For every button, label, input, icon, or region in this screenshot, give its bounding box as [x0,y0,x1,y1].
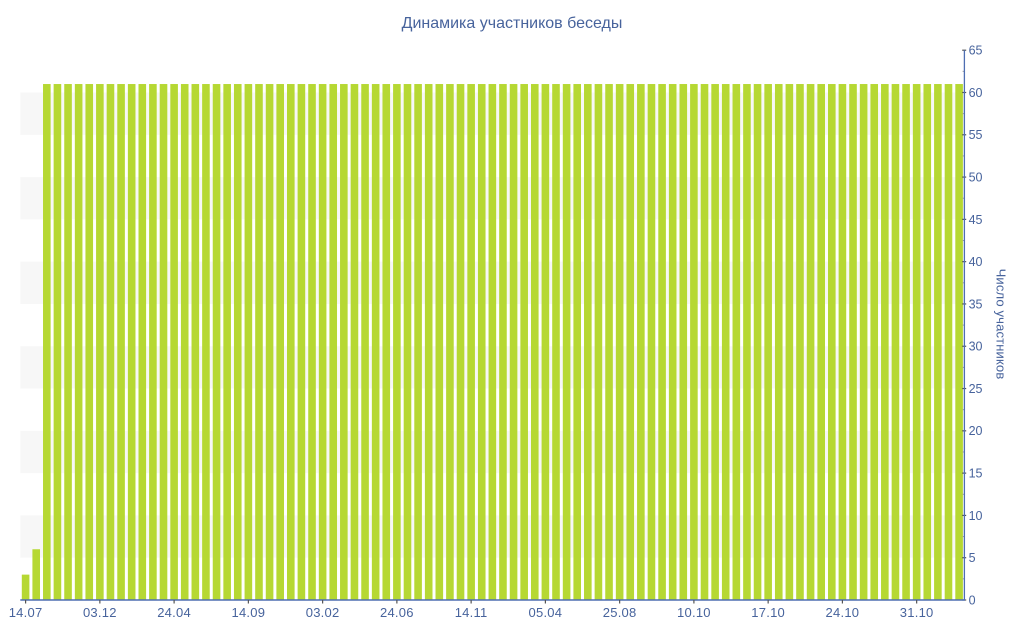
svg-text:30: 30 [969,340,983,354]
svg-text:40: 40 [969,255,983,269]
svg-text:03.12: 03.12 [83,605,117,620]
svg-text:55: 55 [969,128,983,142]
svg-text:31.10: 31.10 [900,605,934,620]
svg-text:14.07: 14.07 [9,605,43,620]
svg-text:14.09: 14.09 [231,605,265,620]
svg-text:24.04: 24.04 [157,605,191,620]
svg-text:0: 0 [969,593,976,607]
svg-text:65: 65 [969,44,983,58]
svg-text:35: 35 [969,297,983,311]
svg-text:05.04: 05.04 [528,605,562,620]
svg-text:10: 10 [969,509,983,523]
svg-text:45: 45 [969,213,983,227]
svg-text:50: 50 [969,170,983,184]
svg-text:17.10: 17.10 [751,605,785,620]
svg-text:25.08: 25.08 [603,605,637,620]
svg-text:15: 15 [969,467,983,481]
svg-text:Динамика участников беседы: Динамика участников беседы [402,15,623,32]
svg-text:20: 20 [969,424,983,438]
svg-text:25: 25 [969,382,983,396]
svg-text:Число участников: Число участников [993,269,1008,380]
svg-text:5: 5 [969,551,976,565]
svg-text:10.10: 10.10 [677,605,711,620]
svg-text:24.06: 24.06 [380,605,414,620]
svg-text:24.10: 24.10 [826,605,860,620]
svg-text:03.02: 03.02 [306,605,340,620]
svg-text:14.11: 14.11 [455,605,488,620]
svg-text:60: 60 [969,86,983,100]
